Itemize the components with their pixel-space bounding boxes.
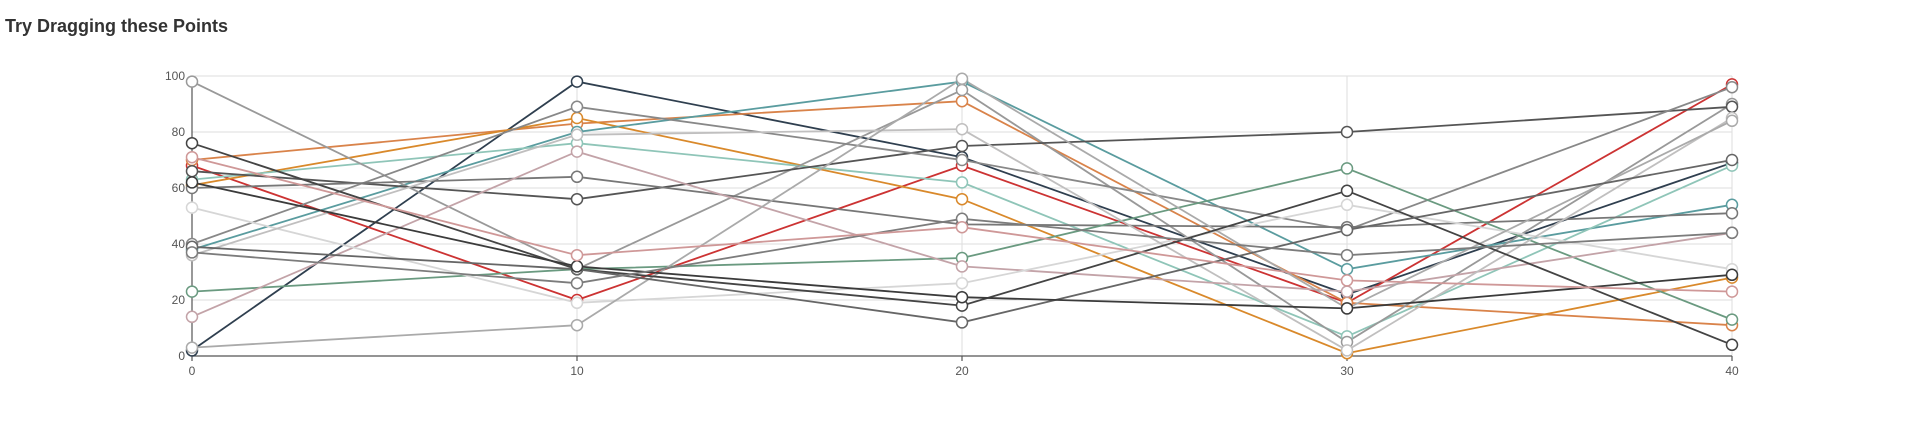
y-tick-label: 20 (172, 293, 186, 307)
data-point-series-20-x-10[interactable] (570, 248, 584, 262)
data-point-series-10-x-40[interactable] (1725, 206, 1739, 220)
data-point-series-8-x-40[interactable] (1725, 100, 1739, 114)
data-point-series-12-x-0[interactable] (185, 310, 199, 324)
data-point-series-14-x-20[interactable] (955, 122, 969, 136)
data-point-series-11-x-0[interactable] (185, 285, 199, 298)
data-point-series-19-x-30[interactable] (1340, 248, 1354, 262)
data-point-series-11-x-40[interactable] (1725, 313, 1739, 326)
data-point-series-1-x-10[interactable] (570, 75, 584, 88)
data-point-series-17-x-40[interactable] (1725, 153, 1739, 167)
x-tick-label: 20 (955, 364, 969, 378)
data-point-series-17-x-20[interactable] (955, 316, 969, 329)
data-point-series-9-x-10[interactable] (570, 100, 584, 114)
data-point-series-20-x-20[interactable] (955, 220, 969, 234)
data-point-series-17-x-30[interactable] (1340, 223, 1354, 237)
data-point-series-18-x-0[interactable] (185, 176, 199, 189)
data-point-series-12-x-20[interactable] (955, 260, 969, 273)
data-points[interactable] (185, 72, 1739, 360)
data-point-series-19-x-40[interactable] (1725, 226, 1739, 240)
data-point-series-18-x-20[interactable] (955, 290, 969, 304)
data-point-series-14-x-10[interactable] (570, 128, 584, 142)
data-point-series-16-x-30[interactable] (1340, 184, 1354, 198)
data-point-series-7-x-0[interactable] (185, 75, 199, 88)
chart-title: Try Dragging these Points (5, 16, 229, 36)
data-point-series-4-x-20[interactable] (955, 192, 969, 206)
x-tick-label: 40 (1725, 364, 1739, 378)
y-tick-label: 80 (172, 125, 186, 139)
x-tick-label: 0 (189, 364, 196, 378)
data-point-series-4-x-10[interactable] (570, 111, 584, 125)
data-point-series-16-x-40[interactable] (1725, 338, 1739, 352)
data-point-series-14-x-30[interactable] (1340, 344, 1354, 357)
data-point-series-8-x-0[interactable] (185, 164, 199, 178)
data-point-series-13-x-10[interactable] (570, 296, 584, 310)
data-point-series-8-x-30[interactable] (1340, 125, 1354, 139)
data-point-series-15-x-10[interactable] (570, 318, 584, 332)
data-point-series-11-x-30[interactable] (1340, 162, 1354, 175)
data-point-series-15-x-20[interactable] (955, 72, 969, 86)
data-point-series-18-x-30[interactable] (1340, 302, 1354, 315)
data-point-series-15-x-40[interactable] (1725, 114, 1739, 128)
x-tick-label: 10 (570, 364, 584, 378)
data-point-series-20-x-0[interactable] (185, 150, 199, 164)
data-point-series-12-x-30[interactable] (1340, 285, 1354, 298)
data-point-series-10-x-10[interactable] (570, 170, 584, 184)
y-tick-label: 60 (172, 181, 186, 195)
data-point-series-9-x-20[interactable] (955, 153, 969, 167)
data-point-series-13-x-0[interactable] (185, 201, 199, 214)
data-point-series-16-x-0[interactable] (185, 136, 199, 150)
data-point-series-20-x-40[interactable] (1725, 285, 1739, 298)
data-point-series-13-x-30[interactable] (1340, 198, 1354, 212)
data-point-series-8-x-10[interactable] (570, 192, 584, 206)
data-point-series-5-x-30[interactable] (1340, 262, 1354, 276)
data-point-series-18-x-10[interactable] (570, 260, 584, 273)
data-point-series-12-x-10[interactable] (570, 145, 584, 158)
data-point-series-6-x-20[interactable] (955, 176, 969, 189)
data-point-series-8-x-20[interactable] (955, 139, 969, 153)
data-point-series-9-x-40[interactable] (1725, 80, 1739, 94)
tick-labels: 0 10 20 30 40 0 20 40 60 80 100 (165, 69, 1739, 378)
y-tick-label: 100 (165, 69, 185, 83)
y-tick-label: 0 (178, 349, 185, 363)
data-point-series-18-x-40[interactable] (1725, 268, 1739, 282)
data-point-series-19-x-10[interactable] (570, 276, 584, 290)
data-point-series-15-x-0[interactable] (185, 341, 199, 354)
y-tick-label: 40 (172, 237, 186, 251)
data-point-series-19-x-0[interactable] (185, 246, 199, 259)
x-tick-label: 30 (1340, 364, 1354, 378)
data-point-series-13-x-20[interactable] (955, 276, 969, 290)
data-point-series-20-x-30[interactable] (1340, 274, 1354, 287)
data-point-series-3-x-20[interactable] (955, 94, 969, 108)
data-point-series-7-x-20[interactable] (955, 83, 969, 97)
